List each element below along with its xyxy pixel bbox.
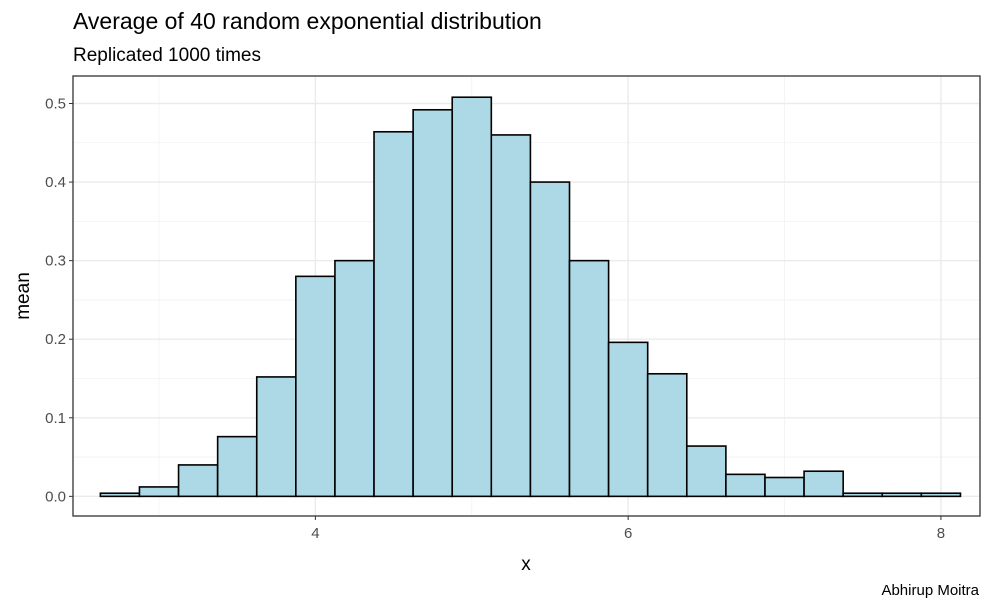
y-tick-label: 0.2 [45, 331, 66, 348]
y-tick-label: 0.4 [45, 174, 66, 191]
histogram-bar [177, 464, 219, 498]
y-tick-label: 0.1 [45, 410, 66, 427]
histogram-bar [646, 372, 688, 498]
y-tick-label: 0.3 [45, 253, 66, 270]
histogram-bar [881, 492, 923, 498]
x-tick-label: 8 [937, 525, 945, 542]
histogram-bar [295, 275, 336, 498]
y-tick-label: 0.5 [45, 96, 66, 113]
y-axis-ticks: 0.0 0.1 0.2 0.3 0.4 0.5 [45, 96, 73, 505]
histogram-bar [138, 486, 180, 498]
histogram-bar [607, 341, 649, 498]
chart-title: Average of 40 random exponential distrib… [73, 8, 542, 34]
histogram-bar [373, 130, 414, 498]
histogram-bar [490, 134, 532, 498]
histogram-bar [725, 473, 766, 498]
histogram-bar [334, 259, 375, 498]
histogram-bar [451, 96, 493, 498]
histogram-bar [685, 445, 727, 498]
histogram-bar [529, 181, 571, 498]
plot-panel-border [72, 75, 981, 517]
histogram-bar [920, 492, 962, 498]
histogram-bar [842, 492, 884, 498]
x-tick-label: 6 [624, 525, 632, 542]
histogram-bars [99, 96, 962, 498]
x-axis-ticks: 4 6 8 [311, 516, 945, 542]
histogram-bar [99, 492, 141, 498]
histogram-bar [764, 476, 805, 498]
chart-subtitle: Replicated 1000 times [73, 45, 261, 66]
y-axis-title: mean [13, 272, 34, 320]
chart-caption: Abhirup Moitra [881, 582, 979, 599]
histogram-bar [803, 470, 844, 498]
histogram-bar [216, 435, 258, 498]
histogram-bar [255, 376, 297, 498]
y-tick-label: 0.0 [45, 488, 66, 505]
histogram-bar [412, 108, 454, 498]
x-tick-label: 4 [311, 525, 319, 542]
x-axis-title: x [521, 554, 531, 575]
histogram-bar [568, 259, 610, 498]
